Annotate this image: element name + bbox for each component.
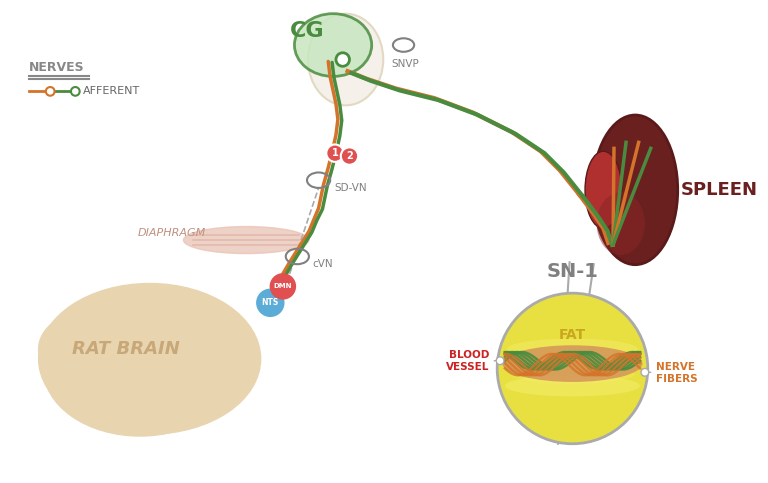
Text: DIAPHRAGM: DIAPHRAGM [137, 228, 206, 238]
Text: AFFERENT: AFFERENT [83, 86, 141, 97]
Text: cVN: cVN [313, 259, 333, 269]
Circle shape [496, 357, 504, 365]
Text: SNVP: SNVP [392, 58, 419, 69]
Text: DMN: DMN [273, 284, 292, 289]
Text: NERVE
FIBERS: NERVE FIBERS [656, 362, 697, 384]
Text: SPLEEN: SPLEEN [680, 181, 757, 199]
Circle shape [341, 147, 358, 165]
Ellipse shape [116, 299, 241, 380]
Ellipse shape [131, 340, 247, 417]
Text: 1: 1 [332, 148, 339, 158]
Circle shape [270, 274, 296, 299]
Ellipse shape [505, 375, 640, 397]
Ellipse shape [38, 284, 260, 434]
Text: SN-1: SN-1 [547, 262, 598, 281]
Circle shape [71, 87, 80, 96]
Text: 2: 2 [346, 151, 353, 161]
Ellipse shape [308, 14, 383, 105]
Circle shape [46, 87, 55, 96]
Ellipse shape [63, 286, 237, 393]
Text: NTS: NTS [262, 298, 279, 307]
Circle shape [257, 289, 284, 316]
Text: FAT: FAT [559, 327, 586, 341]
Text: RAT BRAIN: RAT BRAIN [71, 340, 180, 358]
Circle shape [497, 293, 647, 444]
Text: CG: CG [290, 21, 324, 41]
Text: SD-VN: SD-VN [334, 183, 366, 193]
Text: NERVES: NERVES [29, 61, 84, 74]
Ellipse shape [44, 301, 237, 436]
Ellipse shape [502, 345, 643, 382]
Ellipse shape [38, 311, 145, 388]
Text: BLOOD
VESSEL: BLOOD VESSEL [446, 350, 489, 371]
Ellipse shape [294, 14, 372, 76]
Ellipse shape [510, 363, 635, 384]
Ellipse shape [507, 339, 638, 360]
Circle shape [641, 369, 649, 376]
Circle shape [336, 53, 349, 66]
Ellipse shape [184, 227, 309, 254]
Circle shape [326, 144, 344, 162]
Ellipse shape [68, 351, 174, 425]
Ellipse shape [593, 115, 677, 265]
Ellipse shape [597, 192, 645, 255]
Ellipse shape [585, 151, 622, 228]
